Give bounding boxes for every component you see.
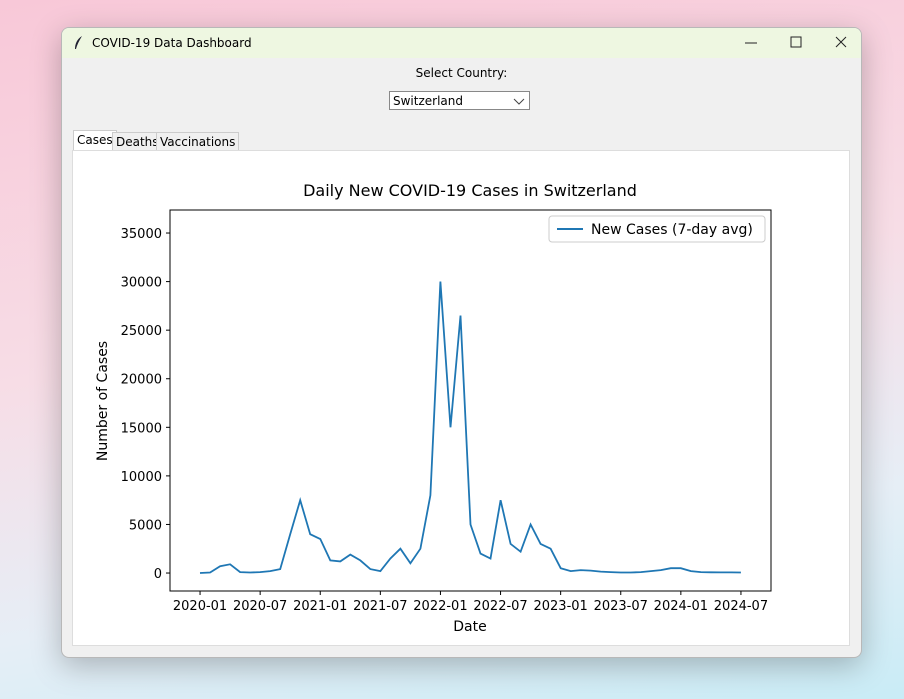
plot-frame: [169, 209, 772, 592]
y-tick-label: 0: [154, 567, 162, 582]
country-select[interactable]: Switzerland: [389, 91, 530, 110]
y-tick-label: 5000: [129, 518, 162, 533]
tab[interactable]: Deaths: [112, 132, 163, 151]
tab[interactable]: Cases: [73, 130, 117, 151]
app-icon: [75, 36, 82, 49]
country-value: Switzerland: [393, 94, 463, 108]
x-tick-label: 2024-01: [654, 599, 708, 614]
chart-title: Daily New COVID-19 Cases in Switzerland: [303, 181, 637, 200]
y-tick-label: 10000: [121, 470, 162, 485]
dropdown-arrow: [513, 98, 525, 105]
x-axis-label: Date: [453, 619, 486, 635]
y-tick-label: 25000: [121, 324, 162, 339]
x-tick-label: 2020-07: [233, 599, 287, 614]
y-tick-label: 30000: [121, 276, 162, 291]
x-tick-label: 2023-01: [533, 599, 587, 614]
x-tick-label: 2021-01: [293, 599, 347, 614]
legend-label: New Cases (7-day avg): [591, 222, 753, 238]
close-button[interactable]: [835, 36, 847, 48]
x-tick-label: 2020-01: [173, 599, 227, 614]
x-tick-label: 2021-07: [353, 599, 407, 614]
chart: Daily New COVID-19 Cases in Switzerland …: [95, 181, 772, 635]
y-tick-label: 35000: [121, 227, 162, 242]
x-tick-label: 2022-07: [473, 599, 527, 614]
tab[interactable]: Vaccinations: [156, 132, 240, 151]
x-tick-label: 2023-07: [594, 599, 648, 614]
legend: [548, 215, 766, 243]
y-axis-label: Number of Cases: [95, 341, 111, 461]
y-tick-label: 20000: [121, 373, 162, 388]
x-tick-label: 2022-01: [413, 599, 467, 614]
window-buttons[interactable]: [731, 28, 861, 58]
data-line: [199, 281, 741, 574]
x-tick-label: 2024-07: [714, 599, 768, 614]
title-bar: COVID-19 Data Dashboard: [62, 28, 861, 58]
window: COVID-19 Data Dashboard Select Country: …: [61, 27, 862, 658]
tab-panel: Daily New COVID-19 Cases in Switzerland …: [72, 150, 850, 646]
y-tick-label: 15000: [121, 421, 162, 436]
window-title: COVID-19 Data Dashboard: [92, 36, 252, 50]
maximize-button[interactable]: [790, 36, 802, 48]
country-label: Select Country:: [415, 66, 508, 80]
